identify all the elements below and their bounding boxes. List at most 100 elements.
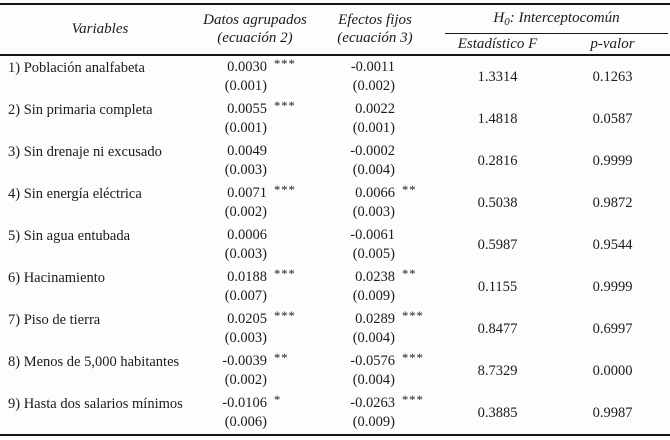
agrupados-coef: -0.0039 [222,353,267,369]
f-stat-value: 8.7329 [477,362,518,379]
p-value: 0.9987 [592,404,633,421]
agrupados-significance-stars: *** [274,309,296,323]
agrupados-std-error: (0.001) [224,78,267,94]
p-value: 0.9872 [592,194,633,211]
variable-label: 3) Sin drenaje ni excusado [8,144,162,160]
f-stat-value: 1.3314 [477,68,518,85]
h0-rest: : Interceptocomún [509,10,620,26]
agrupados-std-error: (0.003) [224,246,267,262]
fijos-std-error: (0.009) [352,288,395,304]
agrupados-significance-stars [267,223,310,242]
fijos-significance-stars: *** [402,309,424,323]
table-row: 6) Hacinamiento 0.0188 *** (0.007) 0.023… [0,266,670,308]
table-row: 8) Menos de 5,000 habitantes -0.0039 ** … [0,350,670,392]
fijos-std-error: (0.003) [352,204,395,220]
fijos-significance-stars: *** [402,393,424,407]
variable-label: 9) Hasta dos salarios mínimos [8,396,183,412]
variable-label: 7) Piso de tierra [8,312,101,328]
p-value: 0.9999 [592,278,633,295]
variable-label: 6) Hacinamiento [8,270,106,286]
header-efectos-fijos-line2: (ecuación 3) [337,29,413,46]
header-efectos-fijos-line1: Efectos fijos [338,12,412,28]
agrupados-significance-stars: * [274,393,282,407]
fijos-std-error: (0.004) [352,330,395,346]
fijos-coef: -0.0011 [350,59,395,75]
fijos-cell: 0.0022 (0.001) [310,98,440,140]
h0-prefix: H [493,10,505,26]
variable-label: 1) Población analfabeta [8,60,145,76]
agrupados-cell: 0.0006 (0.003) [200,224,310,266]
f-stat-value: 0.1155 [477,278,518,295]
fijos-std-error: (0.002) [352,78,395,94]
table-row: 7) Piso de tierra 0.0205 *** (0.003) 0.0… [0,308,670,350]
agrupados-coef: 0.0055 [227,101,267,117]
header-estadistico-f: Estadístico F [457,35,538,52]
agrupados-significance-stars: *** [274,99,296,113]
header-variables: Variables [71,21,129,37]
fijos-coef: 0.0066 [355,185,395,201]
table-row: 4) Sin energía eléctrica 0.0071 *** (0.0… [0,182,670,224]
fijos-coef: -0.0061 [350,227,395,243]
agrupados-coef: 0.0071 [227,185,267,201]
agrupados-cell: -0.0106 * (0.006) [200,392,310,434]
fijos-coef: -0.0263 [350,395,395,411]
fijos-cell: -0.0002 (0.004) [310,140,440,182]
fijos-coef: 0.0238 [355,269,395,285]
table-body: 1) Población analfabeta 0.0030 *** (0.00… [0,56,670,436]
fijos-significance-stars [395,97,440,116]
variable-label: 8) Menos de 5,000 habitantes [8,354,180,370]
header-h0-group: H0: Interceptocomún Estadístico F p-valo… [440,5,670,54]
agrupados-coef: -0.0106 [222,395,267,411]
p-value: 0.9999 [592,152,633,169]
table-row: 1) Población analfabeta 0.0030 *** (0.00… [0,56,670,98]
p-value: 0.6997 [592,320,633,337]
agrupados-significance-stars: ** [274,351,289,365]
f-stat-value: 1.4818 [477,110,518,127]
fijos-std-error: (0.004) [352,162,395,178]
fijos-coef: -0.0576 [350,353,395,369]
p-value: 0.0587 [592,110,633,127]
fijos-significance-stars: *** [402,351,424,365]
fijos-cell: -0.0011 (0.002) [310,56,440,98]
agrupados-cell: 0.0049 (0.003) [200,140,310,182]
variable-label: 5) Sin agua entubada [8,228,131,244]
fijos-significance-stars [395,55,440,74]
f-stat-value: 0.3885 [477,404,518,421]
variable-label: 4) Sin energía eléctrica [8,186,142,202]
header-h0-intercepto-comun: H0: Interceptocomún [445,5,668,34]
fijos-cell: 0.0066 ** (0.003) [310,182,440,224]
agrupados-coef: 0.0049 [227,143,267,159]
header-efectos-fijos: Efectos fijos (ecuación 3) [310,5,440,54]
fijos-cell: 0.0238 ** (0.009) [310,266,440,308]
fijos-cell: -0.0576 *** (0.004) [310,350,440,392]
f-stat-value: 0.2816 [477,152,518,169]
fijos-std-error: (0.005) [352,246,395,262]
agrupados-cell: 0.0055 *** (0.001) [200,98,310,140]
header-h0-subcolumns: Estadístico F p-valor [440,34,670,54]
p-value: 0.0000 [592,362,633,379]
fijos-cell: -0.0061 (0.005) [310,224,440,266]
fijos-std-error: (0.001) [352,120,395,136]
fijos-significance-stars: ** [402,183,417,197]
table-header: Variables Datos agrupados (ecuación 2) E… [0,3,670,56]
variable-label: 2) Sin primaria completa [8,102,153,118]
agrupados-coef: 0.0030 [227,59,267,75]
fijos-significance-stars [395,223,440,242]
header-datos-agrupados: Datos agrupados (ecuación 2) [200,5,310,54]
table-row: 5) Sin agua entubada 0.0006 (0.003) -0.0… [0,224,670,266]
table-row: 3) Sin drenaje ni excusado 0.0049 (0.003… [0,140,670,182]
agrupados-std-error: (0.006) [224,414,267,430]
fijos-cell: -0.0263 *** (0.009) [310,392,440,434]
agrupados-significance-stars: *** [274,57,296,71]
agrupados-significance-stars: *** [274,267,296,281]
agrupados-std-error: (0.007) [224,288,267,304]
agrupados-cell: 0.0071 *** (0.002) [200,182,310,224]
agrupados-coef: 0.0188 [227,269,267,285]
f-stat-value: 0.5038 [477,194,518,211]
fijos-coef: 0.0022 [355,101,395,117]
agrupados-coef: 0.0006 [227,227,267,243]
fijos-std-error: (0.009) [352,414,395,430]
fijos-significance-stars: ** [402,267,417,281]
agrupados-cell: -0.0039 ** (0.002) [200,350,310,392]
agrupados-significance-stars: *** [274,183,296,197]
